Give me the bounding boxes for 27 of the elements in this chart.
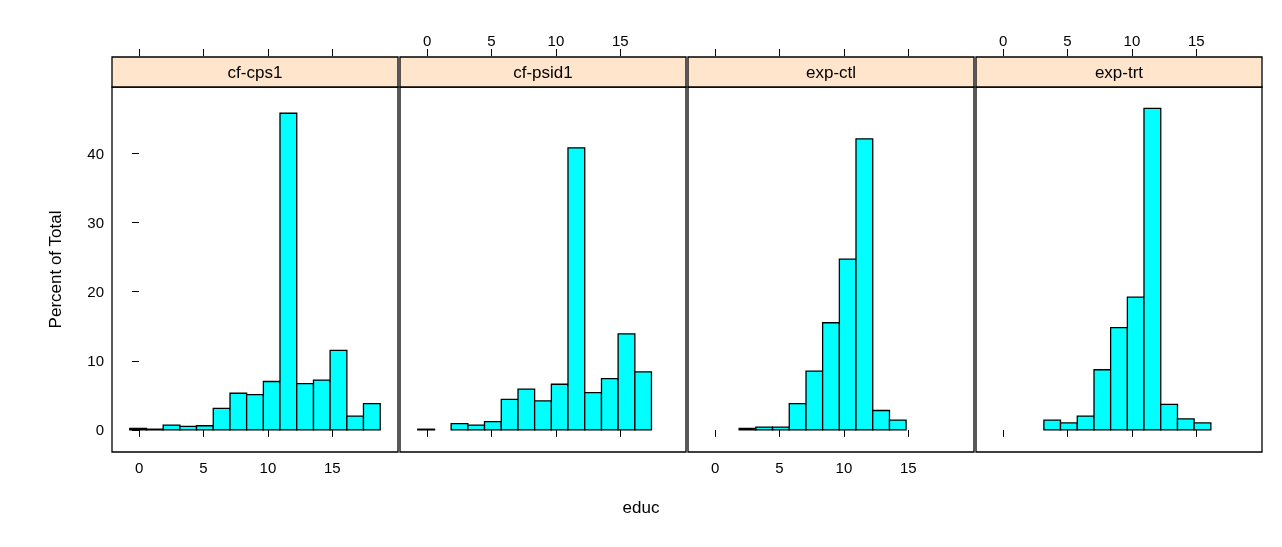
chart-title: exp-trt [1094,62,1144,82]
chart-title: cf-psid1 [513,62,573,82]
x-tick-label: 15 [1187,32,1205,49]
chart-title: cf-cps1 [227,62,283,82]
x-tick-label: 10 [547,32,565,49]
x-tick-label: 15 [323,459,341,476]
x-tick-label: 5 [199,459,208,476]
y-tick-label: 30 [87,213,104,231]
x-tick-label: 0 [998,32,1008,49]
y-tick-label: 40 [87,144,104,162]
x-tick-label: 10 [835,459,853,476]
x-tick-label: 10 [259,459,277,476]
x-tick-label: 15 [611,32,629,49]
y-tick-label: 10 [87,352,104,370]
chart-title: exp-ctl [805,62,857,82]
x-tick-label: 0 [134,459,144,476]
x-tick-label: 5 [487,32,496,49]
x-tick-label: 15 [899,459,917,476]
y-tick-label: 20 [87,283,104,301]
y-tick-label: 0 [95,421,104,439]
x-tick-label: 5 [775,459,784,476]
x-tick-label: 0 [422,32,432,49]
y-axis-title: Percent of Total [46,210,65,329]
x-tick-label: 10 [1123,32,1141,49]
x-axis-title: educ [621,498,661,518]
x-tick-label: 5 [1063,32,1072,49]
x-tick-label: 0 [710,459,720,476]
